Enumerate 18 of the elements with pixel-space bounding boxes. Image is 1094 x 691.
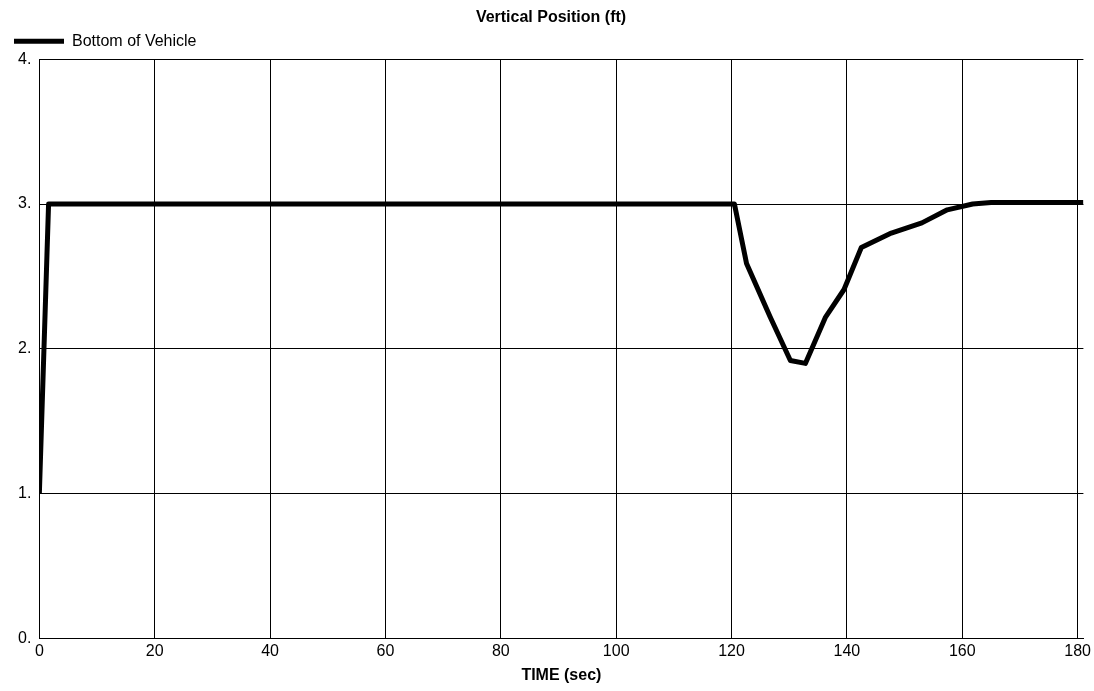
legend-label: Bottom of Vehicle: [72, 31, 197, 49]
x-tick-label: 120: [718, 641, 745, 659]
x-tick-label: 100: [602, 641, 630, 659]
x-tick-label: 40: [261, 641, 280, 659]
x-tick-label: 140: [833, 641, 861, 659]
x-tick-label: 180: [1064, 641, 1092, 659]
x-tick-label: 80: [491, 641, 510, 659]
x-axis-title: TIME (sec): [521, 665, 602, 683]
y-tick-label: 1.: [18, 484, 32, 502]
x-tick-label: 20: [145, 641, 164, 659]
x-tick-label: 160: [948, 641, 976, 659]
chart-title: Vertical Position (ft): [475, 8, 627, 26]
x-tick-label: 60: [376, 641, 395, 659]
y-tick-label: 2.: [18, 339, 32, 357]
y-tick-label: 3.: [18, 194, 32, 212]
x-tick-label: 0: [34, 641, 44, 659]
y-tick-label: 0.: [18, 629, 32, 647]
y-tick-label: 4.: [18, 49, 32, 67]
